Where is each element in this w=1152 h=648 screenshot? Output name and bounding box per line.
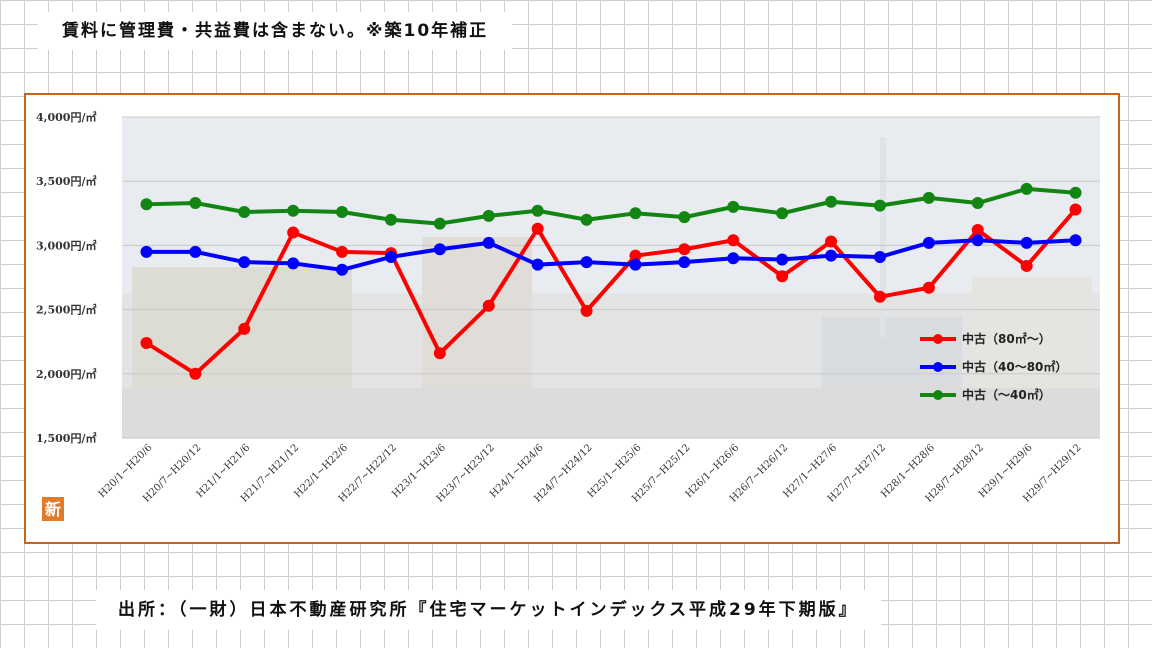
source-note: 出所：（一財）日本不動産研究所『住宅マーケットインデックス平成29年下期版』 bbox=[96, 590, 881, 630]
data-point bbox=[922, 236, 935, 249]
data-point bbox=[238, 256, 251, 269]
data-point bbox=[238, 206, 251, 219]
data-point bbox=[580, 304, 593, 317]
data-point bbox=[189, 367, 202, 380]
chart-frame: 4,000円/㎡ 3,500円/㎡ 3,000円/㎡ 2,500円/㎡ 2,000円/㎡… bbox=[24, 93, 1120, 544]
logo-glyph: 新 bbox=[45, 500, 61, 519]
data-point bbox=[873, 250, 886, 263]
legend-label: 中古（40～80㎡） bbox=[962, 359, 1067, 374]
data-point bbox=[336, 206, 349, 219]
rent-line-chart: 4,000円/㎡ 3,500円/㎡ 3,000円/㎡ 2,500円/㎡ 2,000円/㎡… bbox=[36, 110, 1100, 521]
data-point bbox=[678, 256, 691, 269]
data-point bbox=[1020, 236, 1033, 249]
data-point bbox=[384, 250, 397, 263]
data-point bbox=[776, 253, 789, 266]
data-point bbox=[531, 204, 544, 217]
data-point bbox=[776, 207, 789, 220]
series-1 bbox=[140, 203, 1082, 380]
y-tick-label: 3,500円/㎡ bbox=[36, 174, 96, 188]
data-point bbox=[140, 245, 153, 258]
data-point bbox=[825, 249, 838, 262]
data-point bbox=[629, 207, 642, 220]
data-point bbox=[727, 252, 740, 265]
y-tick-label: 2,000円/㎡ bbox=[36, 367, 96, 381]
data-point bbox=[776, 270, 789, 283]
legend-swatch-marker bbox=[933, 334, 943, 344]
data-point bbox=[580, 213, 593, 226]
tower bbox=[880, 137, 886, 337]
y-tick-label: 2,500円/㎡ bbox=[36, 303, 96, 317]
data-point bbox=[971, 234, 984, 247]
y-tick-label: 4,000円/㎡ bbox=[36, 110, 96, 124]
data-point bbox=[922, 281, 935, 294]
data-point bbox=[531, 222, 544, 235]
y-tick-label: 1,500円/㎡ bbox=[36, 431, 96, 445]
series-2 bbox=[140, 234, 1082, 276]
data-point bbox=[433, 347, 446, 360]
legend-swatch-marker bbox=[933, 390, 943, 400]
data-point bbox=[287, 226, 300, 239]
logo-box bbox=[42, 497, 64, 521]
legend-label: 中古（～40㎡） bbox=[962, 387, 1051, 402]
series-3 bbox=[140, 182, 1082, 230]
data-point bbox=[140, 198, 153, 211]
data-point bbox=[189, 197, 202, 210]
data-point bbox=[287, 204, 300, 217]
data-point bbox=[287, 257, 300, 270]
data-point bbox=[629, 249, 642, 262]
data-point bbox=[971, 197, 984, 210]
data-point bbox=[336, 263, 349, 276]
data-point bbox=[873, 290, 886, 303]
data-point bbox=[825, 235, 838, 248]
data-point bbox=[971, 223, 984, 236]
data-point bbox=[482, 299, 495, 312]
data-point bbox=[727, 200, 740, 213]
legend-swatch-marker bbox=[933, 362, 943, 372]
data-point bbox=[384, 213, 397, 226]
x-axis: H20/1~H20/6H20/7~H20/12H21/1~H21/6H21/7~… bbox=[97, 442, 1084, 504]
data-point bbox=[678, 211, 691, 224]
data-point bbox=[922, 191, 935, 204]
data-point bbox=[1020, 182, 1033, 195]
series-line bbox=[146, 238, 1076, 272]
data-point bbox=[482, 209, 495, 222]
y-tick-label: 3,000円/㎡ bbox=[36, 238, 96, 252]
data-point bbox=[189, 245, 202, 258]
data-point bbox=[1069, 234, 1082, 247]
data-point bbox=[629, 258, 642, 271]
data-point bbox=[336, 245, 349, 258]
series-line bbox=[145, 208, 1078, 376]
logo-mark: 新 bbox=[42, 497, 64, 521]
data-point bbox=[678, 243, 691, 256]
data-point bbox=[482, 236, 495, 249]
data-point bbox=[433, 243, 446, 256]
building-far-right bbox=[972, 277, 1092, 407]
data-point bbox=[140, 336, 153, 349]
data-point bbox=[580, 256, 593, 269]
data-point bbox=[238, 322, 251, 335]
data-point bbox=[1020, 259, 1033, 272]
data-point bbox=[1069, 203, 1082, 216]
series-line bbox=[146, 186, 1076, 226]
data-point bbox=[825, 195, 838, 208]
legend: 中古（80㎡～） 中古（40～80㎡） 中古（～40㎡） bbox=[920, 331, 1067, 402]
chart-note: 賃料に管理費・共益費は含まない。※築10年補正 bbox=[38, 12, 513, 50]
data-point bbox=[1069, 186, 1082, 199]
data-point bbox=[873, 199, 886, 212]
data-point bbox=[433, 217, 446, 230]
data-point bbox=[727, 234, 740, 247]
data-point bbox=[531, 258, 544, 271]
legend-label: 中古（80㎡～） bbox=[962, 331, 1051, 346]
y-axis: 4,000円/㎡ 3,500円/㎡ 3,000円/㎡ 2,500円/㎡ 2,000円/㎡… bbox=[36, 110, 1100, 445]
